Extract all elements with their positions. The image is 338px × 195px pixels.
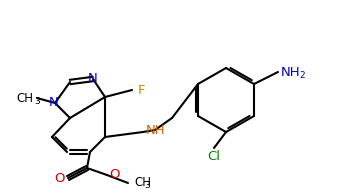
Text: 3: 3: [144, 182, 150, 191]
Text: NH: NH: [281, 66, 300, 79]
Text: CH: CH: [134, 176, 151, 190]
Text: N: N: [88, 72, 98, 84]
Text: 2: 2: [299, 71, 305, 80]
Text: O: O: [54, 171, 65, 184]
Text: NH: NH: [146, 124, 166, 137]
Text: F: F: [138, 83, 145, 97]
Text: N: N: [49, 96, 59, 108]
Text: O: O: [109, 168, 120, 181]
Text: 3: 3: [34, 97, 40, 105]
Text: Cl: Cl: [208, 150, 220, 163]
Text: CH: CH: [16, 91, 33, 105]
